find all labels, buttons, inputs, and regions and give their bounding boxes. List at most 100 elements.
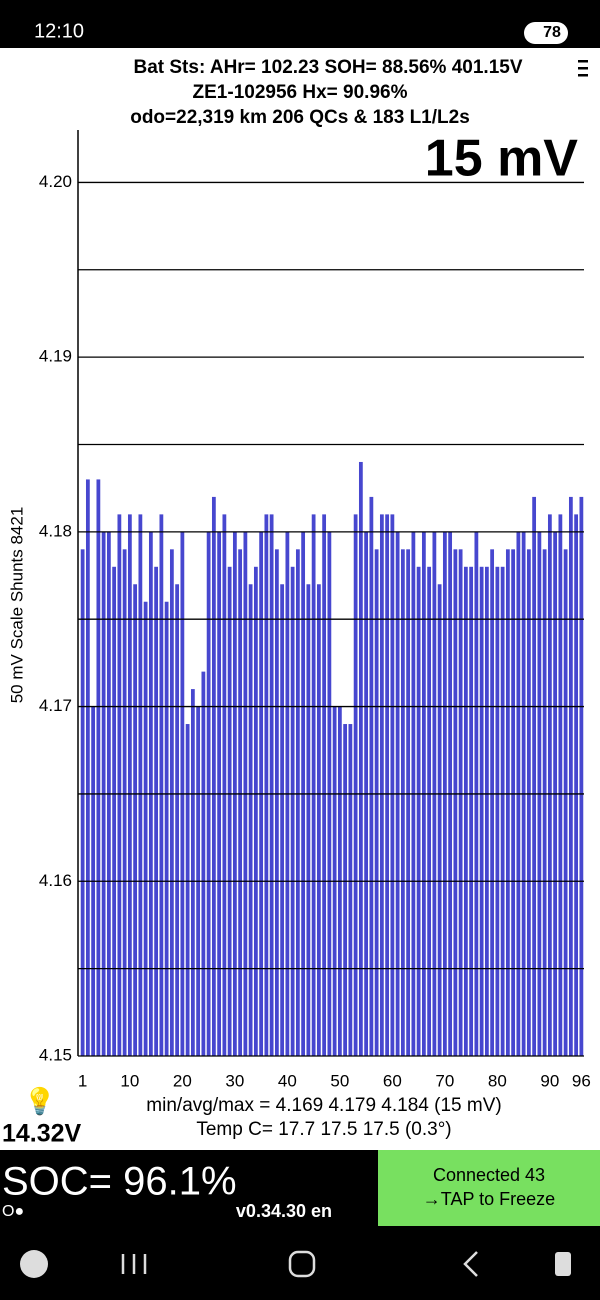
bar <box>568 496 573 1057</box>
bar <box>416 566 421 1056</box>
bar <box>164 601 169 1056</box>
y-axis-label: 50 mV Scale Shunts 8421 <box>7 507 26 704</box>
bar <box>374 549 379 1056</box>
header-line: odo=22,319 km 206 QCs & 183 L1/L2s <box>130 107 470 128</box>
bar <box>453 549 458 1056</box>
y-tick-label: 4.16 <box>39 871 72 890</box>
bar <box>400 549 405 1056</box>
soc: SOC= 96.1% <box>2 1160 237 1204</box>
bar <box>579 496 584 1057</box>
bar <box>353 514 358 1056</box>
bar <box>269 514 274 1056</box>
bar <box>80 549 85 1056</box>
bar <box>379 514 384 1056</box>
bar <box>437 584 442 1056</box>
bar <box>484 566 489 1056</box>
bar <box>127 514 132 1056</box>
menu-icon[interactable] <box>578 60 588 77</box>
bar <box>542 549 547 1056</box>
plot: 4.20 4.19 4.18 4.17 4.16 4.15 1 10 20 30 40 50 60 70 8… <box>39 130 591 1090</box>
x-tick-label: 30 <box>225 1071 244 1090</box>
bar <box>316 584 321 1056</box>
bar <box>175 584 180 1056</box>
freeze-button[interactable] <box>378 1150 600 1226</box>
x-tick-label: 70 <box>435 1071 454 1090</box>
bar <box>169 549 174 1056</box>
bar <box>117 514 122 1056</box>
bar <box>274 549 279 1056</box>
x-tick-label: 60 <box>383 1071 402 1090</box>
bar <box>469 566 474 1056</box>
bar <box>427 566 432 1056</box>
bar <box>290 566 295 1056</box>
bar <box>369 496 374 1057</box>
bar <box>190 689 195 1056</box>
x-tick-label: 40 <box>278 1071 297 1090</box>
y-tick-label: 4.19 <box>39 347 72 366</box>
temp-text: Temp C= 17.7 17.5 17.5 (0.3°) <box>196 1119 451 1140</box>
bar <box>280 584 285 1056</box>
bar <box>85 479 90 1056</box>
bar <box>96 479 101 1056</box>
back-button[interactable] <box>463 1251 478 1277</box>
bar <box>322 514 327 1056</box>
bar <box>406 549 411 1056</box>
bar <box>122 549 127 1056</box>
annotation: 15 mV <box>425 130 579 188</box>
bar <box>479 566 484 1056</box>
y-tick-label: 4.17 <box>39 696 72 715</box>
status-bar <box>0 0 600 48</box>
bar <box>563 549 568 1056</box>
y-tick-label: 4.18 <box>39 521 72 540</box>
x-tick-label: 90 <box>540 1071 559 1090</box>
y-tick-label: 4.20 <box>39 172 72 191</box>
bar <box>295 549 300 1056</box>
bar <box>490 549 495 1056</box>
bar <box>574 514 579 1056</box>
stats-text: min/avg/max = 4.169 4.179 4.184 (15 mV) <box>146 1095 501 1116</box>
time: 12:10 <box>34 20 84 42</box>
soc-panel <box>0 1150 378 1226</box>
nav-bar <box>0 1226 600 1300</box>
bar <box>154 566 159 1056</box>
game-button[interactable] <box>20 1250 48 1278</box>
connected: Connected 43 <box>433 1165 545 1185</box>
aux-voltage: 14.32V <box>2 1120 82 1148</box>
bar <box>358 461 363 1056</box>
x-tick-label: 96 <box>572 1071 591 1090</box>
bar <box>311 514 316 1056</box>
header-line: Bat Sts: AHr= 102.23 SOH= 88.56% 401.15V <box>133 57 522 78</box>
bar <box>390 514 395 1056</box>
bar <box>138 514 143 1056</box>
bar <box>211 496 216 1057</box>
x-tick-label: 10 <box>120 1071 139 1090</box>
bar <box>348 724 353 1056</box>
bar <box>248 584 253 1056</box>
bar <box>143 601 148 1056</box>
bar <box>185 724 190 1056</box>
home-button[interactable] <box>288 1250 316 1278</box>
bar <box>201 671 206 1056</box>
battery-level: 78 <box>543 24 561 41</box>
bar <box>511 549 516 1056</box>
indicator: O● <box>2 1203 24 1220</box>
bar <box>463 566 468 1056</box>
battery-icon <box>524 22 568 44</box>
bar <box>253 566 258 1056</box>
x-tick-label: 80 <box>488 1071 507 1090</box>
bar <box>547 514 552 1056</box>
y-tick-label: 4.15 <box>39 1045 72 1064</box>
x-tick-label: 20 <box>173 1071 192 1090</box>
bar <box>133 584 138 1056</box>
lock-button[interactable] <box>555 1252 571 1276</box>
bar <box>159 514 164 1056</box>
bulb-icon[interactable]: 💡 <box>24 1086 56 1116</box>
version: v0.34.30 en <box>236 1201 332 1221</box>
recents-button[interactable] <box>121 1254 147 1274</box>
bar <box>532 496 537 1057</box>
bar <box>343 724 348 1056</box>
bar <box>306 584 311 1056</box>
bar <box>500 566 505 1056</box>
bar <box>264 514 269 1056</box>
bar <box>385 514 390 1056</box>
